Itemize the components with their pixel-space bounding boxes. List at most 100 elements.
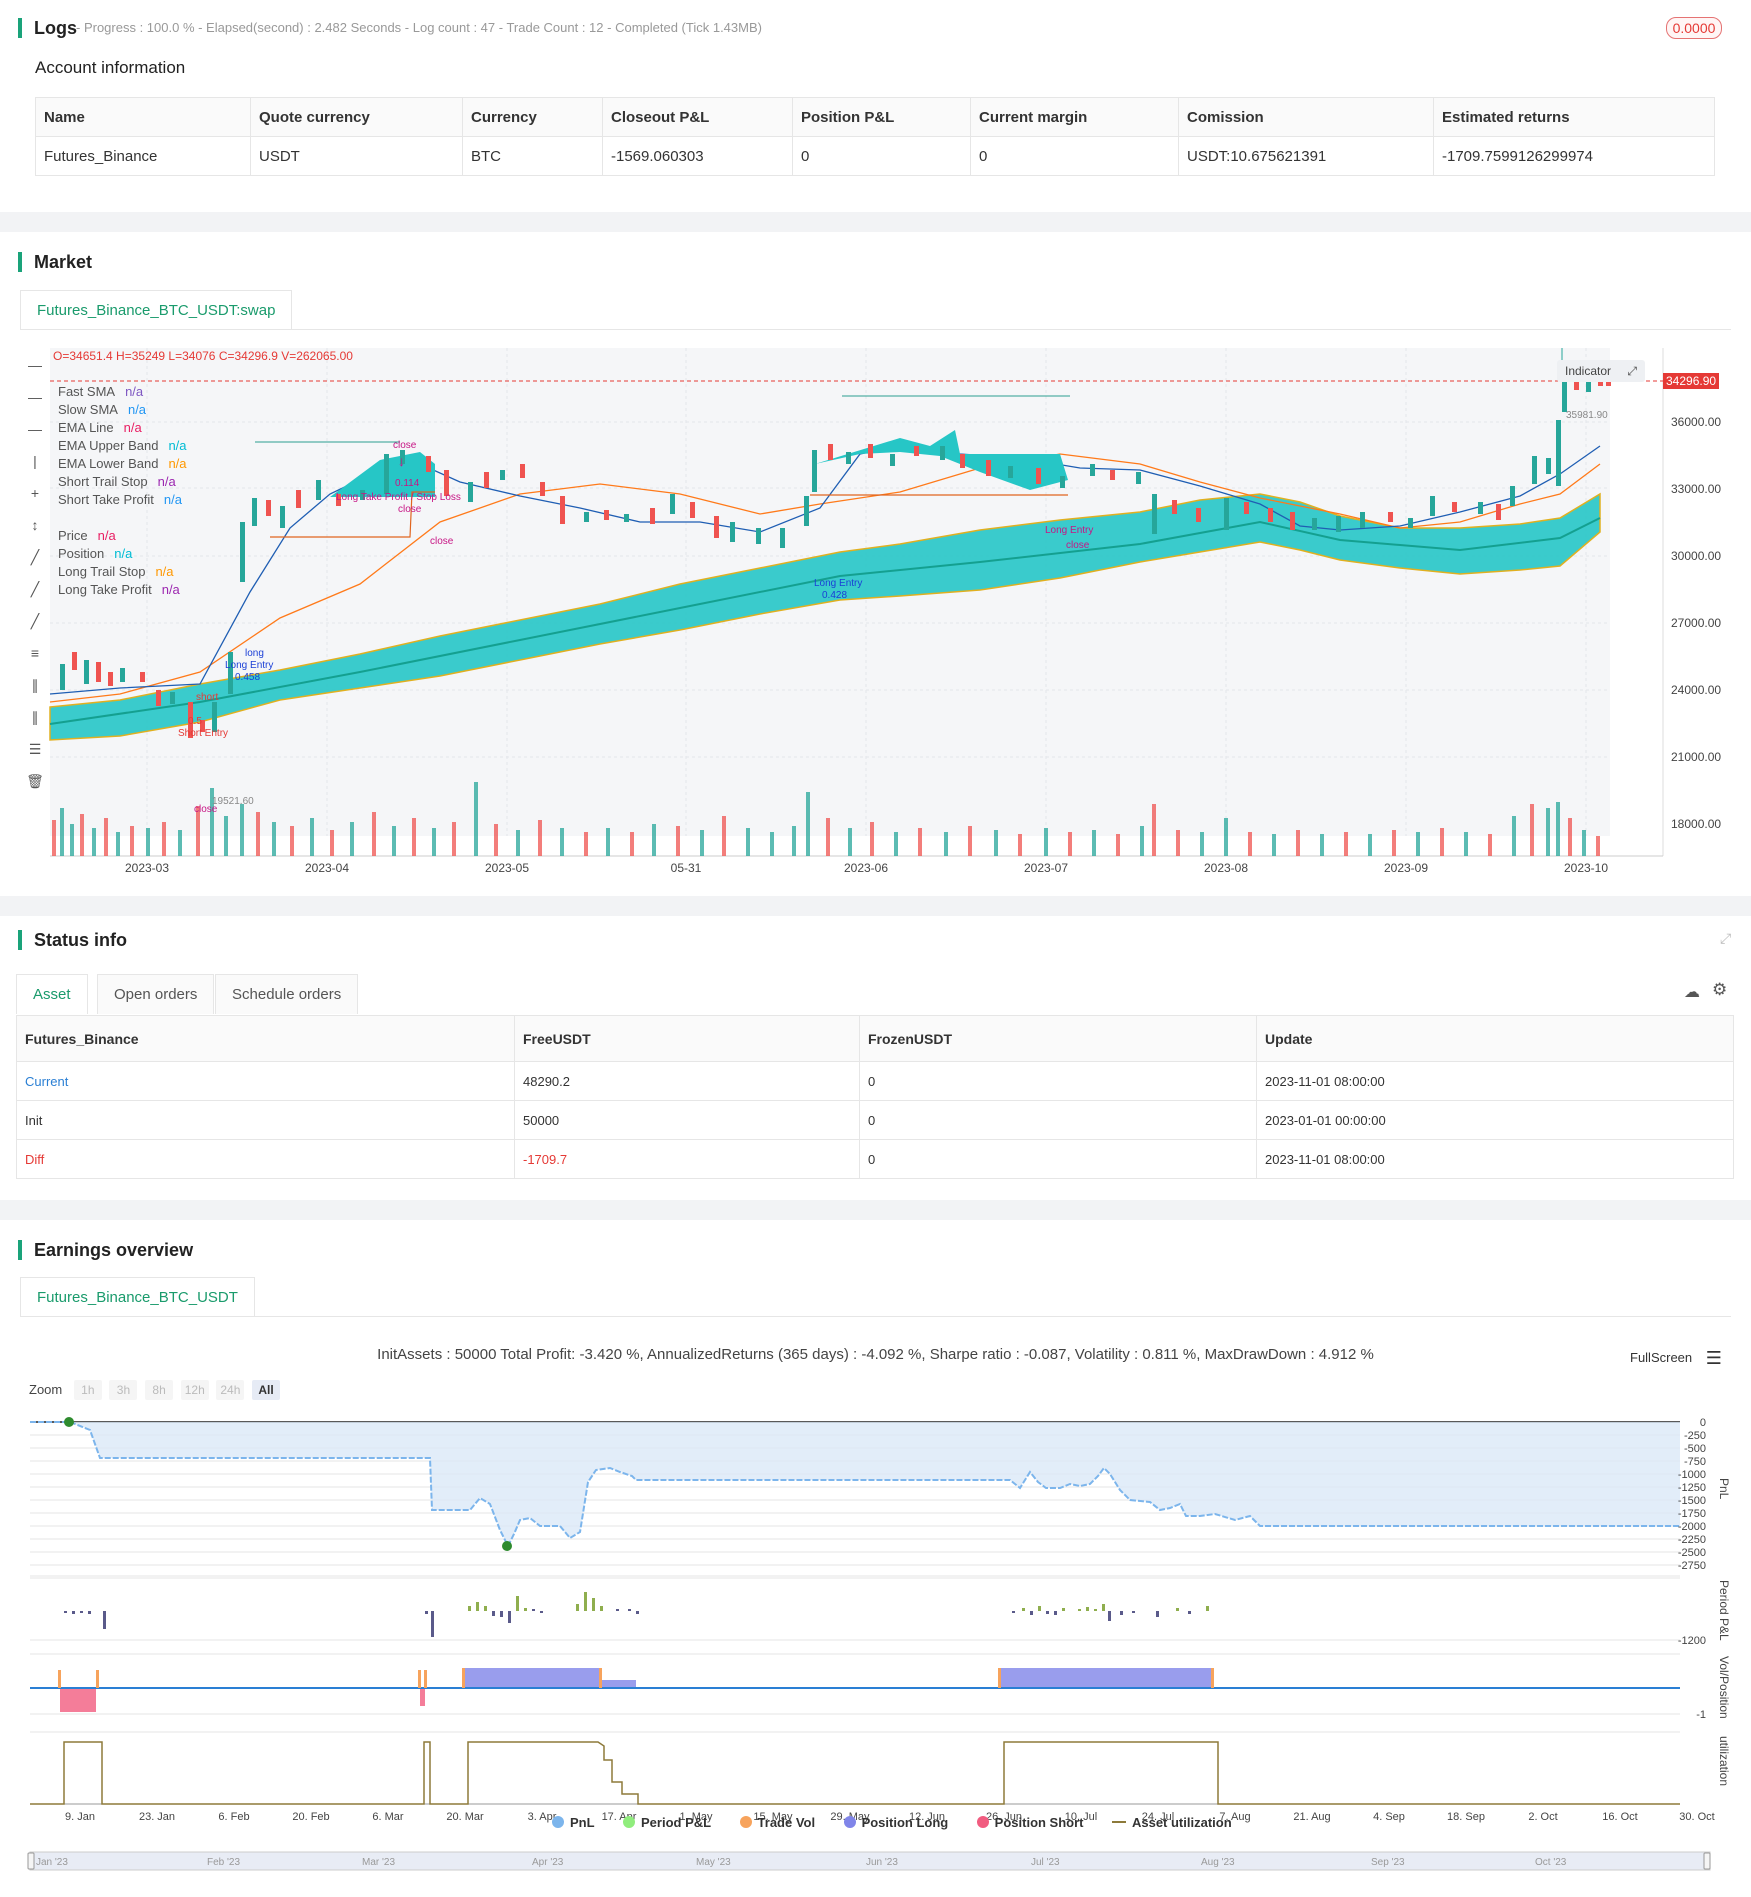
acct-header: Comission <box>1178 97 1434 137</box>
vertical-line-icon[interactable]: | <box>33 453 37 469</box>
table-row: Current 48290.2 0 2023-11-01 08:00:00 <box>16 1061 1734 1101</box>
vertical-segment-icon[interactable]: ↕ <box>31 517 39 533</box>
x-tick: 30. Oct <box>1679 1811 1714 1823</box>
volume-bars <box>52 782 1600 856</box>
position-short-block-2 <box>420 1688 425 1706</box>
segment-icon[interactable]: ╱ <box>30 613 40 629</box>
cell-update: 2023-11-01 08:00:00 <box>1256 1061 1734 1101</box>
earnings-panel: Earnings overview Futures_Binance_BTC_US… <box>0 1220 1751 1897</box>
status-title: Status info <box>18 930 127 950</box>
trend-line-icon[interactable]: ╱ <box>30 549 40 565</box>
y-tick: 33000.00 <box>1671 482 1721 496</box>
status-panel: Status info ⤢ Asset Open orders Schedule… <box>0 916 1751 1200</box>
nav-tick: Jul '23 <box>1031 1857 1060 1868</box>
horizontal-line-icon[interactable]: — <box>28 389 42 405</box>
crosshair-icon[interactable]: — <box>28 357 42 373</box>
long-take-profit-area-2 <box>815 430 1068 490</box>
legend-ema-lower: EMA Lower Band n/a <box>58 456 187 471</box>
legend-short-trail-stop: Short Trail Stop n/a <box>58 474 176 489</box>
legend-period-pnl[interactable]: Period P&L <box>623 1815 711 1830</box>
cross-line-icon[interactable]: + <box>30 485 40 501</box>
marker-short-entry: Short Entry <box>178 728 228 739</box>
pnl-tick: -750 <box>1684 1456 1706 1468</box>
price-range-icon[interactable]: ☰ <box>28 741 42 757</box>
legend-position-long[interactable]: Position Long <box>843 1815 948 1830</box>
vol-tick: -1 <box>1696 1709 1706 1721</box>
tab-market-symbol[interactable]: Futures_Binance_BTC_USDT:swap <box>20 290 293 330</box>
marker-qty-1: 0.114 <box>395 478 420 489</box>
row-label-diff: Diff <box>16 1139 515 1179</box>
market-title: Market <box>18 252 92 272</box>
trade-vol-dot-icon <box>739 1816 752 1828</box>
pnl-tick: -500 <box>1684 1443 1706 1455</box>
zoom-8h-button[interactable]: 8h <box>145 1380 174 1400</box>
x-tick: 2023-08 <box>1204 861 1248 875</box>
zoom-1h-button[interactable]: 1h <box>73 1380 102 1400</box>
logs-badge[interactable]: 0.0000 <box>1666 17 1722 39</box>
cell-update: 2023-01-01 00:00:00 <box>1256 1100 1734 1140</box>
fullscreen-button[interactable]: FullScreen ☰ <box>1630 1348 1722 1369</box>
expand-icon: ⤢ <box>1627 364 1637 378</box>
legend-asset-utilization[interactable]: Asset utilization <box>1111 1815 1232 1830</box>
cell-free: 50000 <box>514 1100 860 1140</box>
zoom-all-button[interactable]: All <box>251 1380 280 1400</box>
long-trail-stop-line <box>270 491 435 538</box>
settings-icon[interactable]: ⚙ <box>1712 980 1728 999</box>
marker-close-1: close <box>393 440 417 451</box>
parallel-line-icon[interactable]: ∥ <box>31 677 39 693</box>
nav-tick: Feb '23 <box>207 1857 240 1868</box>
acct-cell: -1709.7599126299974 <box>1433 136 1715 176</box>
trash-icon[interactable]: 🗑 <box>26 773 44 789</box>
earnings-title: Earnings overview <box>18 1240 193 1260</box>
legend-pnl[interactable]: PnL <box>552 1815 595 1830</box>
nav-tick: Sep '23 <box>1371 1857 1405 1868</box>
zoom-12h-button[interactable]: 12h <box>180 1380 209 1400</box>
navigator-axis: Jan '23 Feb '23 Mar '23 Apr '23 May '23 … <box>36 1857 1567 1868</box>
x-tick: 3. Apr <box>528 1811 557 1823</box>
slow-sma-line <box>49 453 1601 703</box>
zoom-24h-button[interactable]: 24h <box>216 1380 245 1400</box>
legend-position-short[interactable]: Position Short <box>976 1815 1084 1830</box>
marker-qty-4: 0.428 <box>822 590 847 601</box>
x-tick: 26. Jun <box>986 1811 1022 1823</box>
horizontal-ray-icon[interactable]: — <box>28 421 42 437</box>
asset-header: FrozenUSDT <box>859 1015 1257 1062</box>
candles <box>60 348 1611 738</box>
cell-frozen: 0 <box>859 1100 1257 1140</box>
position-short-block <box>60 1688 96 1712</box>
indicator-button[interactable]: Indicator ⤢ <box>1557 360 1645 382</box>
legend-trade-vol[interactable]: Trade Vol <box>739 1815 815 1830</box>
ema-line <box>49 517 1601 725</box>
cloud-download-icon[interactable]: ☁ <box>1684 984 1700 1001</box>
nav-tick: Aug '23 <box>1201 1857 1235 1868</box>
acct-cell: USDT:10.675621391 <box>1178 136 1434 176</box>
earnings-chart[interactable]: 0 -250 -500 -750 -1000 -1250 -1500 -1750… <box>0 1220 1751 1897</box>
tab-open-orders[interactable]: Open orders <box>97 974 215 1014</box>
navigator-handle-left <box>27 1852 35 1870</box>
tab-schedule-orders[interactable]: Schedule orders <box>215 974 359 1014</box>
acct-header: Currency <box>462 97 603 137</box>
position-short-dot-icon <box>976 1816 989 1828</box>
period-pnl-bars <box>64 1592 1209 1637</box>
y-tick: 21000.00 <box>1671 750 1721 764</box>
zoom-3h-button[interactable]: 3h <box>109 1380 138 1400</box>
fibonacci-icon[interactable]: ≡ <box>30 645 40 661</box>
acct-cell: 0 <box>792 136 971 176</box>
pnl-axis-title: PnL <box>1717 1478 1731 1500</box>
row-label-current: Current <box>16 1061 515 1101</box>
nav-tick: Jun '23 <box>866 1857 898 1868</box>
tab-asset[interactable]: Asset <box>16 974 88 1014</box>
legend-long-take-profit: Long Take Profit n/a <box>58 582 180 597</box>
time-axis: 2023-03 2023-04 2023-05 05-31 2023-06 20… <box>125 861 1608 875</box>
tab-earnings-symbol[interactable]: Futures_Binance_BTC_USDT <box>20 1277 255 1317</box>
channel-icon[interactable]: ∥ <box>31 709 39 725</box>
acct-cell: 0 <box>970 136 1179 176</box>
collapse-icon[interactable]: ⤢ <box>1720 930 1732 946</box>
candlestick-chart[interactable]: 34296.90 <box>0 232 1751 896</box>
ray-line-icon[interactable]: ╱ <box>30 581 40 597</box>
logs-title: Logs <box>18 18 77 38</box>
x-tick: 2023-03 <box>125 861 169 875</box>
x-tick: 2. Oct <box>1528 1811 1557 1823</box>
legend-position: Position n/a <box>58 546 133 561</box>
x-tick: 16. Oct <box>1602 1811 1637 1823</box>
